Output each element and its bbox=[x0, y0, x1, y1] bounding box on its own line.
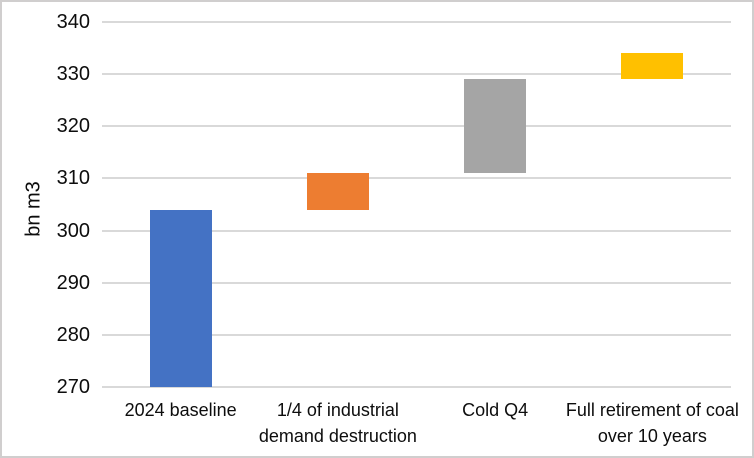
waterfall-bar-4 bbox=[621, 53, 684, 80]
y-tick-label-280: 280 bbox=[56, 323, 90, 346]
gridline-340 bbox=[102, 21, 731, 23]
gridline-280 bbox=[102, 333, 731, 336]
y-tick-label-340: 340 bbox=[56, 11, 90, 33]
y-tick-label-320: 320 bbox=[56, 115, 90, 138]
x-category-label-2: 1/4 of industrial demand destruction bbox=[258, 400, 417, 446]
y-tick-label-300: 300 bbox=[56, 219, 90, 242]
waterfall-bar-3 bbox=[464, 79, 527, 174]
gridline-300 bbox=[102, 229, 731, 232]
y-tick-label-330: 330 bbox=[56, 63, 90, 86]
x-category-label-3: Cold Q4 bbox=[462, 400, 529, 420]
gridline-330 bbox=[102, 73, 731, 76]
gridline-270 bbox=[102, 386, 731, 388]
gridline-290 bbox=[102, 281, 731, 284]
y-tick-label-270: 270 bbox=[56, 376, 90, 398]
x-category-label-4: Full retirement of coal over 10 years bbox=[565, 400, 739, 446]
waterfall-bar-2 bbox=[306, 173, 369, 210]
gridline-310 bbox=[102, 177, 731, 180]
gridline-320 bbox=[102, 125, 731, 128]
y-tick-label-310: 310 bbox=[56, 167, 90, 190]
x-category-label-1: 2024 baseline bbox=[124, 400, 237, 420]
y-tick-label-290: 290 bbox=[56, 271, 90, 294]
waterfall-bar-1 bbox=[149, 209, 212, 387]
